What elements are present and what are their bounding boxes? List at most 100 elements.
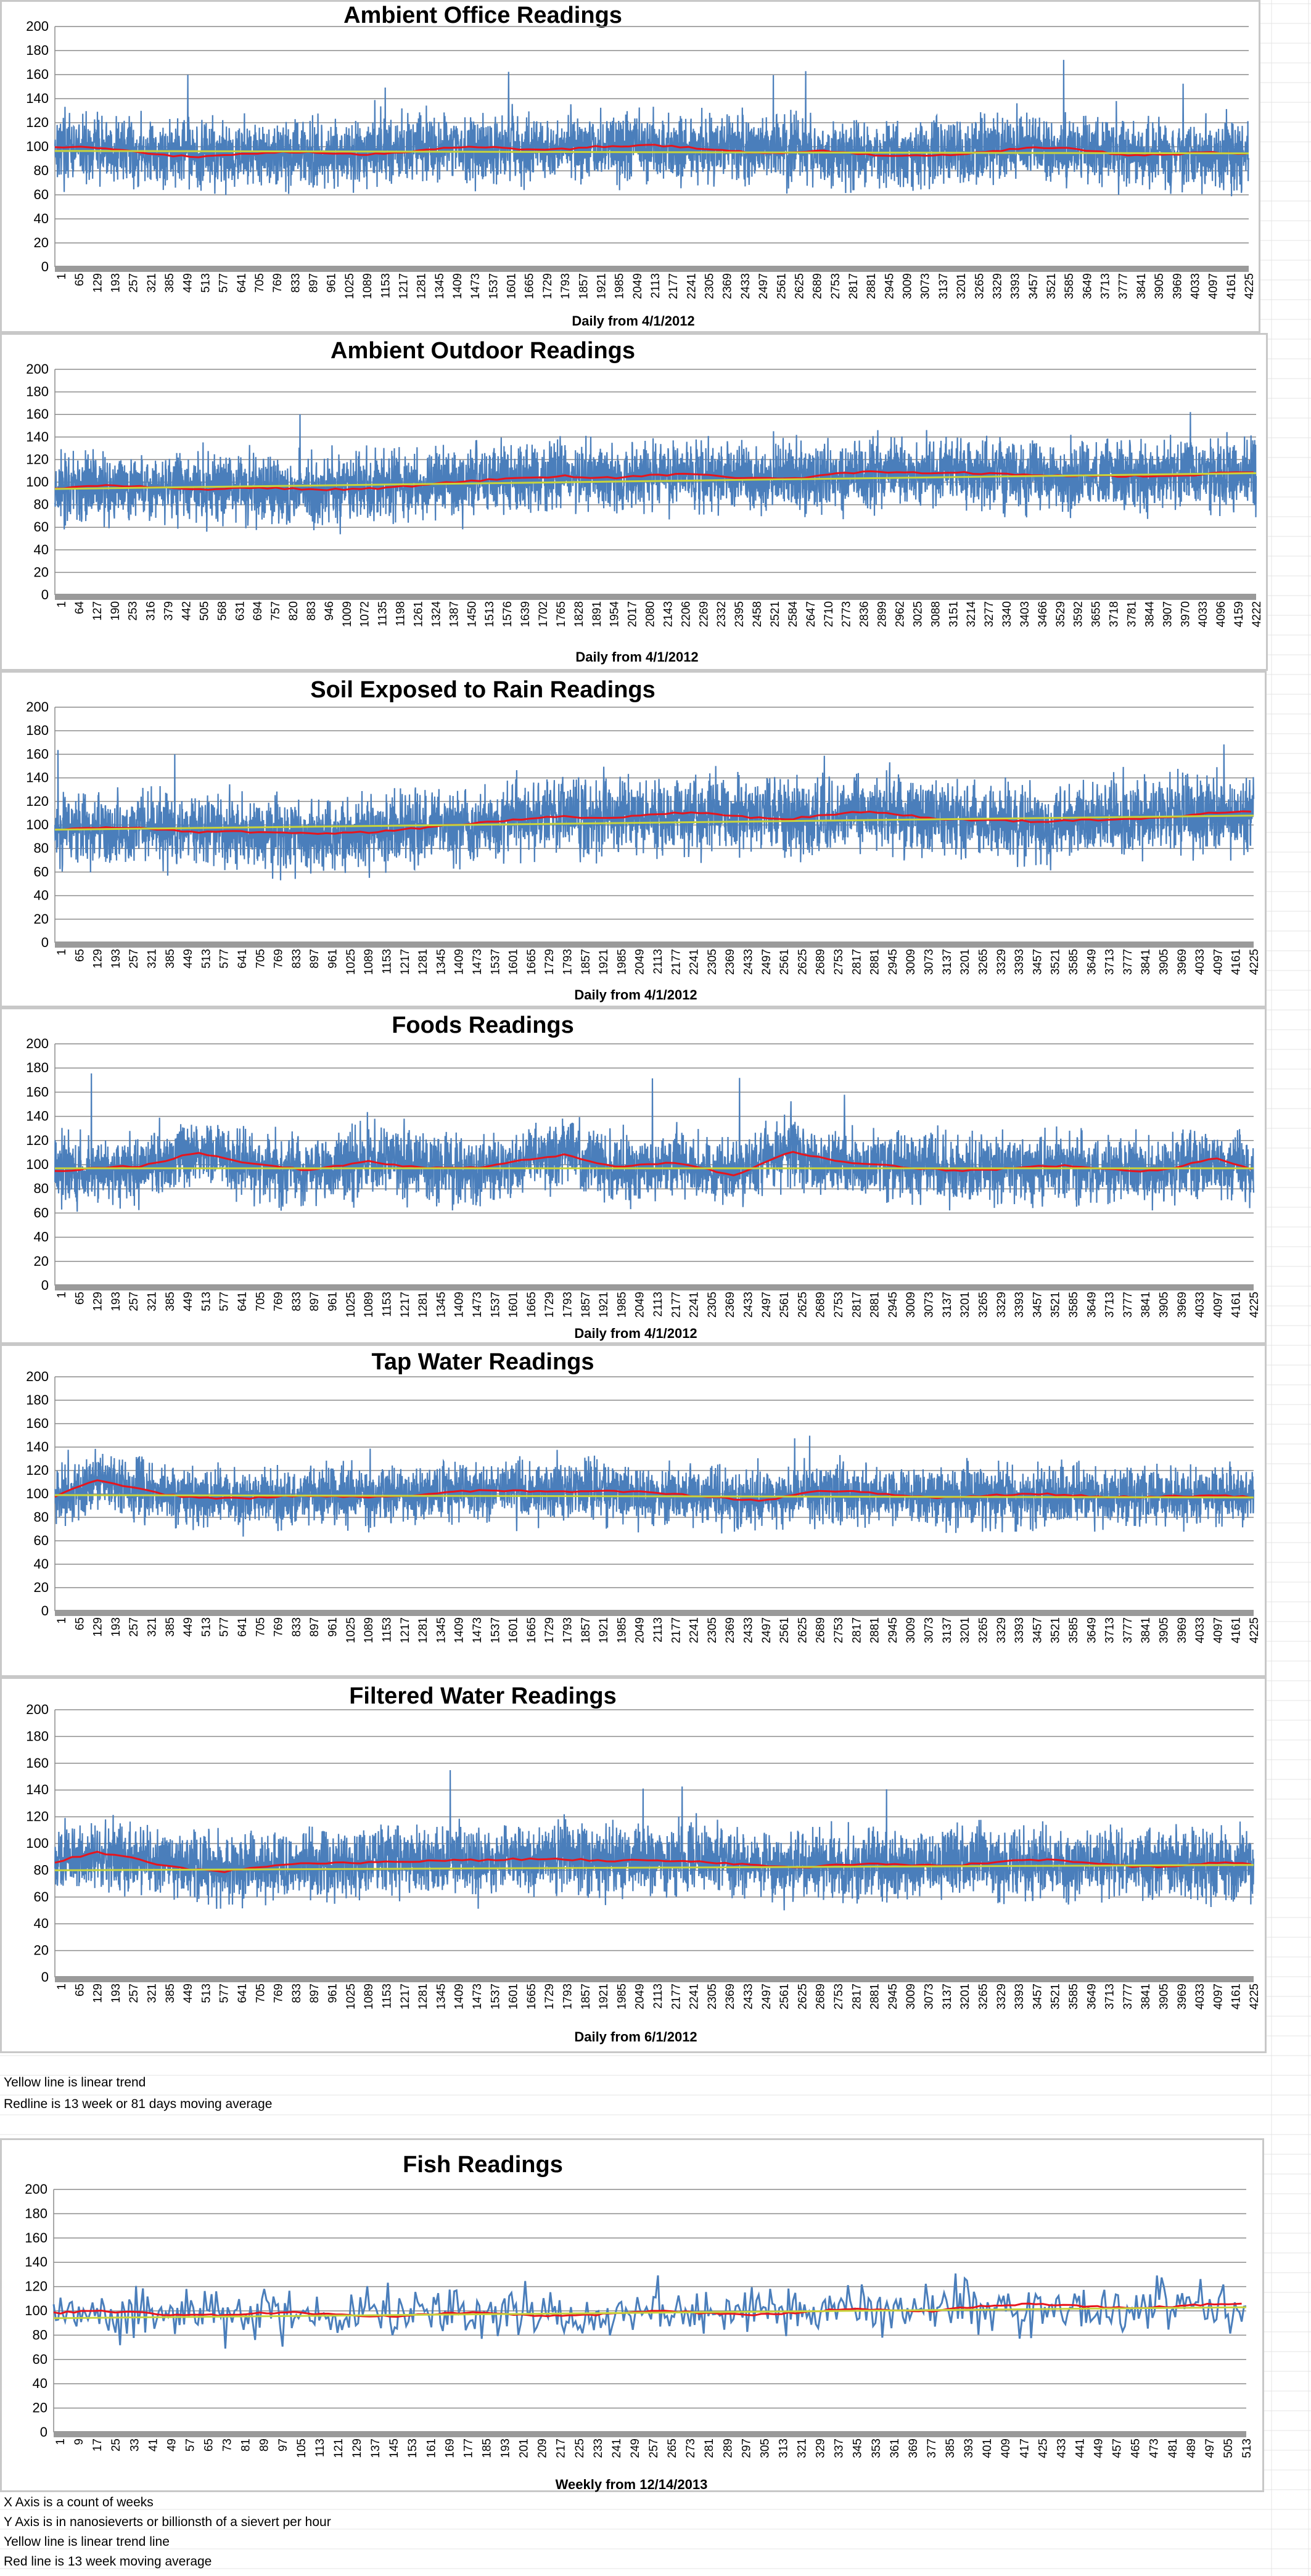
x-tick-label: 641 xyxy=(236,1292,249,1311)
x-tick-label: 1665 xyxy=(525,949,538,975)
y-tick-label: 140 xyxy=(26,91,49,106)
x-tick-label: 3777 xyxy=(1122,1983,1135,2009)
x-tick-label: 2753 xyxy=(829,273,842,299)
x-tick-label: 3393 xyxy=(1009,273,1022,299)
x-tick-label: 379 xyxy=(163,601,176,621)
x-tick-label: 4033 xyxy=(1197,601,1210,627)
x-tick-label: 3265 xyxy=(977,1617,990,1643)
x-tick-label: 1601 xyxy=(508,1983,520,2009)
x-tick-label: 1089 xyxy=(363,1617,376,1643)
x-tick-label: 1921 xyxy=(598,1292,610,1318)
x-tick-label: 3841 xyxy=(1140,1292,1153,1318)
x-tick-label: 1828 xyxy=(573,601,586,627)
x-tick-label: 1345 xyxy=(435,1983,448,2009)
x-axis-title: Daily from 4/1/2012 xyxy=(574,987,697,1003)
x-tick-label: 3025 xyxy=(911,601,924,627)
x-tick-label: 1409 xyxy=(451,273,464,299)
y-tick-label: 100 xyxy=(25,2303,47,2318)
note-red-line: Red line is 13 week moving average xyxy=(4,2554,212,2569)
x-tick-label: 3201 xyxy=(959,1983,972,2009)
x-tick-label: 897 xyxy=(308,1617,321,1637)
x-tick-label: 253 xyxy=(127,601,140,621)
x-tick-label: 1409 xyxy=(453,949,466,975)
x-tick-label: 449 xyxy=(181,273,194,293)
x-tick-label: 1345 xyxy=(435,1617,448,1643)
x-tick-label: 3655 xyxy=(1090,601,1103,627)
x-tick-label: 3649 xyxy=(1085,1292,1098,1318)
x-tick-label: 321 xyxy=(146,1983,159,2003)
x-tick-label: 4097 xyxy=(1212,949,1225,975)
x-tick-label: 393 xyxy=(963,2439,976,2458)
x-tick-label: 1089 xyxy=(363,1983,376,2009)
x-tick-label: 241 xyxy=(610,2439,623,2458)
moving-average-line xyxy=(54,810,1251,835)
x-tick-label: 2433 xyxy=(739,273,752,299)
x-tick-label: 3585 xyxy=(1067,949,1080,975)
x-tick-label: 449 xyxy=(1093,2439,1106,2458)
x-axis-title: Daily from 6/1/2012 xyxy=(574,2029,697,2045)
x-tick-label: 1 xyxy=(55,601,68,608)
x-tick-label: 321 xyxy=(796,2439,809,2458)
x-tick-label: 1217 xyxy=(397,273,410,299)
y-tick-label: 60 xyxy=(34,187,49,202)
x-tick-label: 3073 xyxy=(923,1292,936,1318)
y-tick-label: 120 xyxy=(26,1809,49,1824)
x-tick-label: 2049 xyxy=(631,273,644,299)
x-tick-label: 2945 xyxy=(887,949,900,975)
x-tick-label: 2584 xyxy=(787,601,800,628)
x-tick-label: 2241 xyxy=(685,273,698,299)
x-tick-label: 513 xyxy=(200,1983,213,2003)
x-tick-label: 1793 xyxy=(559,273,572,299)
x-tick-label: 417 xyxy=(1018,2439,1031,2458)
y-tick-label: 80 xyxy=(34,497,49,512)
x-tick-label: 2049 xyxy=(634,949,647,975)
x-tick-label: 3521 xyxy=(1050,1292,1062,1318)
x-tick-label: 3265 xyxy=(973,273,986,299)
x-tick-label: 2945 xyxy=(887,1983,900,2009)
x-tick-label: 3265 xyxy=(977,1983,990,2009)
x-tick-label: 769 xyxy=(273,1617,286,1637)
data-series-line xyxy=(54,60,1250,197)
x-tick-label: 1473 xyxy=(471,1292,484,1318)
x-tick-label: 2753 xyxy=(832,1983,845,2009)
x-tick-label: 2433 xyxy=(742,949,755,975)
y-tick-label: 60 xyxy=(34,519,49,535)
x-axis-band xyxy=(55,594,1256,600)
x-tick-label: 4033 xyxy=(1194,1983,1207,2009)
y-tick-label: 80 xyxy=(34,1862,49,1877)
x-tick-label: 4161 xyxy=(1230,1292,1243,1318)
x-tick-label: 193 xyxy=(110,949,123,969)
x-tick-label: 3137 xyxy=(941,1617,954,1643)
x-tick-label: 577 xyxy=(218,949,231,969)
x-tick-label: 2753 xyxy=(832,949,845,975)
x-tick-label: 4033 xyxy=(1194,1617,1207,1643)
x-tick-label: 1921 xyxy=(595,273,608,299)
x-tick-label: 1025 xyxy=(345,1983,358,2009)
x-tick-label: 4161 xyxy=(1230,949,1243,975)
x-tick-label: 1281 xyxy=(417,1617,430,1643)
x-tick-label: 631 xyxy=(234,601,247,621)
x-tick-label: 833 xyxy=(290,1617,303,1637)
x-tick-label: 2881 xyxy=(869,1983,882,2009)
y-tick-label: 20 xyxy=(34,235,49,250)
x-tick-label: 2305 xyxy=(704,273,717,299)
x-tick-label: 2177 xyxy=(670,1983,683,2009)
x-tick-label: 473 xyxy=(1148,2439,1161,2458)
y-tick-label: 100 xyxy=(26,817,49,832)
moving-average-line xyxy=(54,1479,1252,1502)
x-tick-label: 64 xyxy=(73,601,86,615)
x-tick-label: 961 xyxy=(327,1292,340,1311)
x-tick-label: 3841 xyxy=(1140,1983,1153,2009)
x-tick-label: 1153 xyxy=(380,1617,393,1643)
x-tick-label: 2881 xyxy=(869,1292,882,1318)
x-tick-label: 3905 xyxy=(1153,273,1166,299)
x-tick-label: 1217 xyxy=(399,1617,412,1643)
x-tick-label: 1601 xyxy=(508,949,520,975)
y-tick-label: 160 xyxy=(26,406,49,422)
trend-line xyxy=(54,472,1257,490)
x-tick-label: 1473 xyxy=(471,949,484,975)
data-series-line xyxy=(54,1435,1255,1537)
x-tick-label: 3137 xyxy=(941,949,954,975)
y-tick-label: 200 xyxy=(26,699,49,715)
x-tick-label: 2561 xyxy=(778,949,791,975)
